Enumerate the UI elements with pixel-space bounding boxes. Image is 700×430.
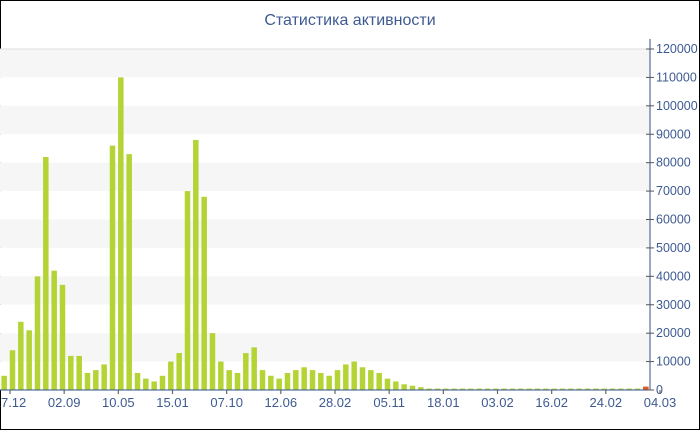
svg-text:16.02: 16.02 (535, 395, 568, 410)
svg-text:10.05: 10.05 (102, 395, 135, 410)
svg-text:120000: 120000 (656, 42, 698, 56)
svg-text:10000: 10000 (656, 355, 691, 369)
svg-text:40000: 40000 (656, 269, 691, 283)
svg-text:28.02: 28.02 (319, 395, 352, 410)
svg-text:100000: 100000 (656, 99, 698, 113)
svg-text:07.10: 07.10 (210, 395, 243, 410)
svg-text:90000: 90000 (656, 127, 691, 141)
svg-text:27.12: 27.12 (0, 395, 26, 410)
svg-text:12.06: 12.06 (265, 395, 298, 410)
svg-text:110000: 110000 (656, 70, 697, 84)
svg-text:05.11: 05.11 (373, 395, 405, 410)
svg-text:80000: 80000 (656, 156, 691, 170)
svg-text:24.02: 24.02 (590, 395, 623, 410)
svg-text:18.01: 18.01 (427, 395, 460, 410)
svg-text:20000: 20000 (656, 326, 691, 340)
svg-text:04.03: 04.03 (644, 395, 677, 410)
svg-text:70000: 70000 (656, 184, 691, 198)
svg-text:15.01: 15.01 (156, 395, 189, 410)
svg-text:60000: 60000 (656, 213, 691, 227)
svg-text:02.09: 02.09 (48, 395, 81, 410)
svg-text:30000: 30000 (656, 298, 691, 312)
svg-text:50000: 50000 (656, 241, 691, 255)
svg-text:03.02: 03.02 (481, 395, 514, 410)
